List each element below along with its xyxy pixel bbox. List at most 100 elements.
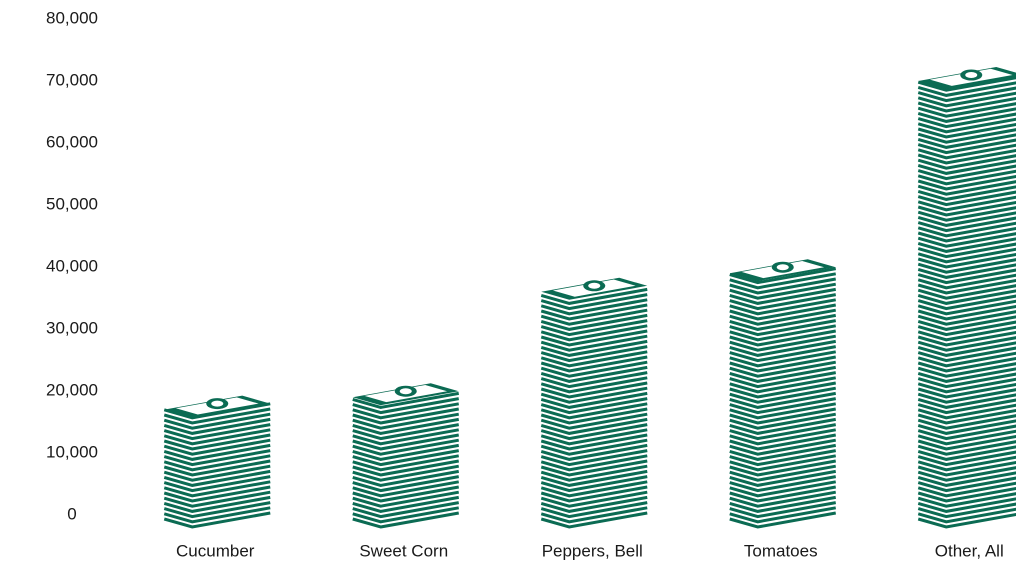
bill-edge <box>918 451 1016 465</box>
bill-edge <box>918 503 1016 517</box>
bill-edge <box>541 513 647 527</box>
money-stack <box>541 278 647 527</box>
bill-edge <box>164 513 270 527</box>
bill-edge <box>918 300 1016 314</box>
y-tick-label: 40,000 <box>46 256 98 275</box>
bill-edge <box>918 154 1016 168</box>
bill-edge <box>918 336 1016 350</box>
bill-edge <box>918 237 1016 251</box>
bill-edge <box>918 492 1016 506</box>
x-tick-label: Other, All <box>935 541 1004 560</box>
bill-edge <box>918 201 1016 215</box>
bill-seal-inner <box>211 401 223 407</box>
bill-edge <box>918 97 1016 111</box>
bill-edge <box>918 305 1016 319</box>
bill-edge <box>918 196 1016 210</box>
y-tick-label: 80,000 <box>46 8 98 27</box>
bill-edge <box>918 128 1016 142</box>
y-tick-label: 20,000 <box>46 380 98 399</box>
bill-edge <box>918 461 1016 475</box>
bill-edge <box>918 269 1016 283</box>
bill-edge <box>918 217 1016 231</box>
bill-edge <box>918 232 1016 246</box>
bill-edge <box>918 383 1016 397</box>
bill-edge <box>918 331 1016 345</box>
bill-edge <box>918 258 1016 272</box>
bill-edge <box>918 393 1016 407</box>
y-tick-label: 30,000 <box>46 318 98 337</box>
y-tick-label: 0 <box>67 504 76 523</box>
bill-edge <box>918 482 1016 496</box>
bill-edge <box>918 289 1016 303</box>
bill-edge <box>918 227 1016 241</box>
bill-edge <box>918 497 1016 511</box>
bill-edge <box>918 211 1016 225</box>
bill-edge <box>918 175 1016 189</box>
bill-edge <box>918 341 1016 355</box>
bill-edge <box>918 409 1016 423</box>
bill-edge <box>918 149 1016 163</box>
bill-seal-inner <box>965 72 977 78</box>
bill-edge <box>918 263 1016 277</box>
x-tick-label: Sweet Corn <box>359 541 448 560</box>
bill-edge <box>918 362 1016 376</box>
bill-edge <box>918 118 1016 132</box>
bill-edge <box>918 133 1016 147</box>
y-tick-label: 50,000 <box>46 194 98 213</box>
bill-edge <box>918 508 1016 522</box>
bill-edge <box>918 139 1016 153</box>
x-tick-label: Cucumber <box>176 541 255 560</box>
bill-edge <box>918 487 1016 501</box>
bill-edge <box>918 279 1016 293</box>
bill-edge <box>918 435 1016 449</box>
bill-edge <box>918 321 1016 335</box>
money-stack <box>353 383 459 527</box>
bill-edge <box>918 326 1016 340</box>
bill-edge <box>918 206 1016 220</box>
bill-edge <box>918 165 1016 179</box>
bill-seal-inner <box>400 388 412 394</box>
x-tick-label: Tomatoes <box>744 541 818 560</box>
bill-edge <box>918 404 1016 418</box>
bill-edge <box>918 456 1016 470</box>
bill-edge <box>918 107 1016 121</box>
bill-edge <box>918 513 1016 527</box>
bill-edge <box>918 399 1016 413</box>
bill-edge <box>918 388 1016 402</box>
bill-edge <box>918 352 1016 366</box>
bill-edge <box>353 513 459 527</box>
money-stack <box>164 396 270 527</box>
bill-edge <box>918 347 1016 361</box>
bill-edge <box>918 123 1016 137</box>
bill-edge <box>918 222 1016 236</box>
bill-edge <box>918 295 1016 309</box>
bill-edge <box>918 425 1016 439</box>
bill-seal-inner <box>777 264 789 270</box>
bill-edge <box>918 440 1016 454</box>
bill-edge <box>918 92 1016 106</box>
x-tick-label: Peppers, Bell <box>542 541 643 560</box>
bill-edge <box>918 357 1016 371</box>
bill-edge <box>918 471 1016 485</box>
bill-edge <box>918 253 1016 267</box>
bill-edge <box>730 513 836 527</box>
bill-edge <box>918 315 1016 329</box>
bill-edge <box>918 102 1016 116</box>
bill-edge <box>918 378 1016 392</box>
bill-seal-inner <box>588 283 600 289</box>
chart: 010,00020,00030,00040,00050,00060,00070,… <box>0 0 1016 566</box>
bill-edge <box>918 248 1016 262</box>
bill-edge <box>918 419 1016 433</box>
bill-edge <box>918 87 1016 101</box>
y-tick-label: 70,000 <box>46 70 98 89</box>
bill-edge <box>918 367 1016 381</box>
bill-edge <box>918 430 1016 444</box>
bill-edge <box>918 180 1016 194</box>
bill-edge <box>918 310 1016 324</box>
bill-edge <box>918 170 1016 184</box>
bill-edge <box>918 373 1016 387</box>
money-stack <box>918 67 1016 527</box>
bill-edge <box>918 466 1016 480</box>
bill-edge <box>918 113 1016 127</box>
bill-edge <box>918 477 1016 491</box>
